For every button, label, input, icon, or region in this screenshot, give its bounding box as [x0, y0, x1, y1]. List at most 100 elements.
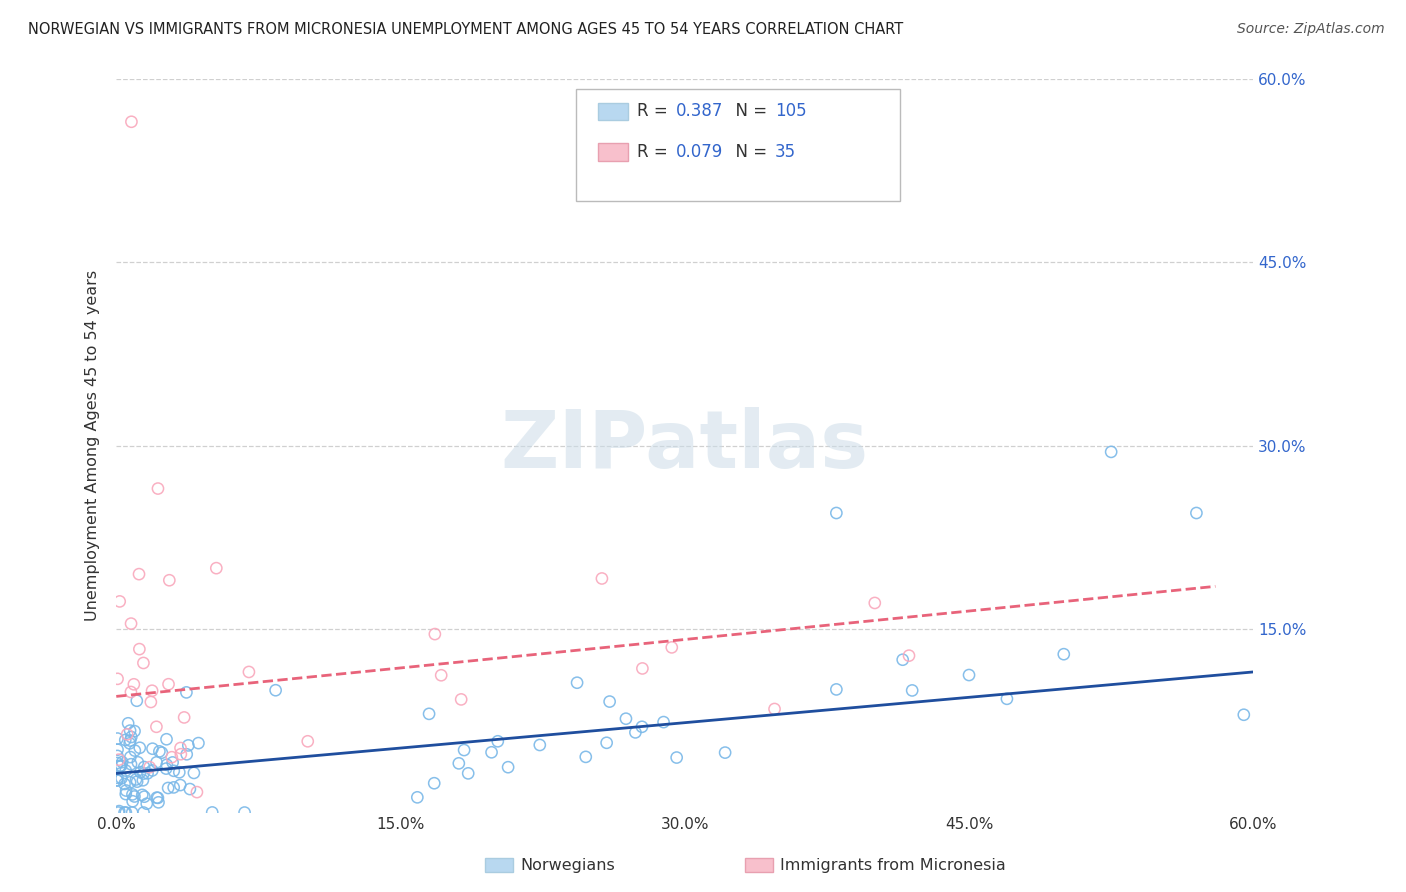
Point	[120, 685, 142, 699]
Point	[136, 766, 159, 780]
Point	[176, 685, 198, 699]
Point	[135, 797, 157, 811]
Point	[120, 616, 142, 631]
Point	[124, 743, 146, 757]
Point	[131, 788, 153, 802]
Point	[125, 772, 148, 787]
Text: 0.387: 0.387	[676, 103, 724, 120]
Point	[107, 771, 129, 785]
Point	[107, 805, 129, 820]
Point	[115, 805, 138, 820]
Point	[173, 710, 195, 724]
Point	[120, 775, 142, 789]
Point	[170, 747, 193, 762]
Point	[114, 764, 136, 778]
Point	[157, 573, 180, 587]
Point	[115, 783, 138, 797]
Point	[177, 739, 200, 753]
Point	[114, 805, 136, 820]
Text: R =: R =	[637, 143, 673, 161]
Point	[107, 672, 129, 686]
Point	[138, 760, 160, 774]
Point	[115, 727, 138, 741]
Point	[1233, 707, 1256, 722]
Point	[1099, 445, 1122, 459]
Point	[763, 702, 786, 716]
Point	[898, 648, 921, 663]
Text: 0.079: 0.079	[676, 143, 724, 161]
Point	[575, 750, 598, 764]
Point	[107, 731, 129, 746]
Point	[957, 668, 980, 682]
Point	[264, 683, 287, 698]
Point	[120, 723, 142, 738]
Point	[110, 758, 132, 772]
Point	[105, 756, 128, 770]
Point	[155, 762, 177, 776]
Point	[145, 720, 167, 734]
Point	[128, 567, 150, 582]
Point	[447, 756, 470, 771]
Point	[591, 572, 613, 586]
Point	[891, 653, 914, 667]
Text: R =: R =	[637, 103, 673, 120]
Point	[132, 805, 155, 820]
Point	[139, 695, 162, 709]
Point	[114, 733, 136, 747]
Point	[169, 741, 191, 756]
Point	[121, 805, 143, 820]
Point	[120, 750, 142, 764]
Point	[614, 712, 637, 726]
Point	[186, 785, 208, 799]
Point	[107, 753, 129, 767]
Point	[661, 640, 683, 655]
Point	[238, 665, 260, 679]
Point	[423, 627, 446, 641]
Point	[179, 782, 201, 797]
Point	[124, 789, 146, 804]
Point	[120, 115, 142, 129]
Point	[155, 732, 177, 747]
Point	[108, 759, 131, 773]
Point	[176, 747, 198, 762]
Point	[529, 738, 551, 752]
Text: Source: ZipAtlas.com: Source: ZipAtlas.com	[1237, 22, 1385, 37]
Text: Immigrants from Micronesia: Immigrants from Micronesia	[780, 858, 1007, 872]
Point	[141, 683, 163, 698]
Point	[599, 695, 621, 709]
Point	[187, 736, 209, 750]
Point	[148, 795, 170, 809]
Point	[114, 787, 136, 801]
Point	[141, 764, 163, 778]
Point	[1053, 647, 1076, 661]
Text: 35: 35	[775, 143, 796, 161]
Point	[120, 730, 142, 744]
Point	[205, 561, 228, 575]
Point	[145, 756, 167, 770]
Point	[1185, 506, 1208, 520]
Point	[146, 482, 169, 496]
Point	[863, 596, 886, 610]
Point	[631, 720, 654, 734]
Point	[108, 759, 131, 773]
Point	[120, 733, 142, 747]
Point	[125, 694, 148, 708]
Point	[145, 790, 167, 805]
Point	[108, 594, 131, 608]
Point	[107, 742, 129, 756]
Point	[297, 734, 319, 748]
Point	[124, 724, 146, 739]
Point	[132, 656, 155, 670]
Point	[406, 790, 429, 805]
Text: ZIPatlas: ZIPatlas	[501, 407, 869, 484]
Point	[486, 734, 509, 748]
Point	[128, 642, 150, 657]
Point	[201, 805, 224, 820]
Point	[105, 773, 128, 788]
Point	[423, 776, 446, 790]
Point	[825, 506, 848, 520]
Point	[565, 675, 588, 690]
Point	[122, 677, 145, 691]
Point	[418, 706, 440, 721]
Point	[430, 668, 453, 682]
